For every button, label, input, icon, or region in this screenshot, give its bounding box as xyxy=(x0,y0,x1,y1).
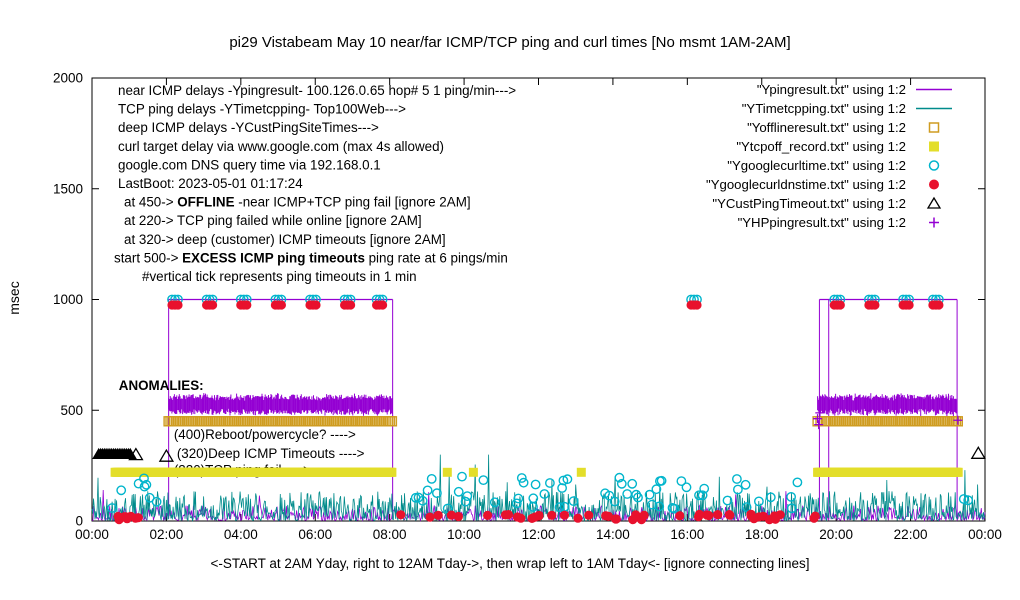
svg-text:"Ypingresult.txt" using 1:2: "Ypingresult.txt" using 1:2 xyxy=(757,82,906,97)
series-YHPpingresult.txt xyxy=(813,408,963,430)
svg-text:"Ygooglecurldnstime.txt" using: "Ygooglecurldnstime.txt" using 1:2 xyxy=(706,177,906,192)
svg-text:14:00: 14:00 xyxy=(596,527,630,542)
svg-text:"YCustPingTimeout.txt" using 1: "YCustPingTimeout.txt" using 1:2 xyxy=(712,196,906,211)
svg-text:deep ICMP delays -YCustPingSit: deep ICMP delays -YCustPingSiteTimes---> xyxy=(118,120,379,135)
svg-text:at 220-> TCP ping failed while: at 220-> TCP ping failed while online [i… xyxy=(124,213,422,228)
svg-text:1000: 1000 xyxy=(53,292,83,307)
svg-text:10:00: 10:00 xyxy=(447,527,481,542)
svg-text:LastBoot: 2023-05-01 01:17:24: LastBoot: 2023-05-01 01:17:24 xyxy=(118,176,303,191)
axes: 00:00 02:00 04:00 06:00 08:00 10:00 12:00 14:00… xyxy=(53,71,1002,543)
svg-text:(320)Deep ICMP Timeouts ---->: (320)Deep ICMP Timeouts ----> xyxy=(177,446,365,461)
svg-text:at 320-> deep (customer) ICMP: at 320-> deep (customer) ICMP timeouts [… xyxy=(124,232,446,247)
svg-text:TCP ping delays -YTimetcpping-: TCP ping delays -YTimetcpping- Top100Web… xyxy=(118,102,406,117)
anomaly-labels: ANOMALIES: (400)Reboot/powercycle? ----> (… xyxy=(119,378,365,478)
svg-text:08:00: 08:00 xyxy=(373,527,407,542)
svg-text:02:00: 02:00 xyxy=(150,527,184,542)
svg-text:near ICMP delays -Ypingresult-: near ICMP delays -Ypingresult- 100.126.0… xyxy=(118,83,516,98)
svg-text:12:00: 12:00 xyxy=(522,527,556,542)
series-YTimetcpping.txt xyxy=(91,454,986,523)
svg-text:"YTimetcpping.txt" using 1:2: "YTimetcpping.txt" using 1:2 xyxy=(742,101,906,116)
series-Ytcpoff_record.txt xyxy=(110,467,963,477)
svg-text:04:00: 04:00 xyxy=(224,527,258,542)
series-Ygooglecurltime.txt xyxy=(107,294,974,514)
svg-text:16:00: 16:00 xyxy=(670,527,704,542)
svg-text:google.com DNS query time via: google.com DNS query time via 192.168.0.… xyxy=(118,157,381,172)
svg-text:0: 0 xyxy=(75,514,83,529)
svg-text:"Ytcpoff_record.txt" using 1:2: "Ytcpoff_record.txt" using 1:2 xyxy=(736,139,906,154)
series-YCustPingTimeout.txt xyxy=(92,446,986,462)
annotation-block: near ICMP delays -Ypingresult- 100.126.0… xyxy=(114,83,516,284)
svg-text:00:00: 00:00 xyxy=(75,527,109,542)
legend: "Ypingresult.txt" using 1:2 "YTimetcpping… xyxy=(706,82,952,230)
svg-text:curl target delay via www.goog: curl target delay via www.google.com (ma… xyxy=(118,139,444,154)
svg-text:22:00: 22:00 xyxy=(894,527,928,542)
svg-text:"Ygooglecurltime.txt" using 1:: "Ygooglecurltime.txt" using 1:2 xyxy=(727,158,906,173)
svg-text:(400)Reboot/powercycle? ---->: (400)Reboot/powercycle? ----> xyxy=(174,427,356,442)
svg-text:"Yofflineresult.txt" using 1:2: "Yofflineresult.txt" using 1:2 xyxy=(747,120,906,135)
svg-text:"YHPpingresult.txt" using 1:2: "YHPpingresult.txt" using 1:2 xyxy=(738,215,906,230)
series-Yofflineresult.txt xyxy=(163,416,963,427)
svg-text:1500: 1500 xyxy=(53,181,83,196)
x-axis-label: <-START at 2AM Yday, right to 12AM Tday-… xyxy=(210,556,810,571)
svg-text:06:00: 06:00 xyxy=(298,527,332,542)
chart-title: pi29 Vistabeam May 10 near/far ICMP/TCP … xyxy=(229,34,791,51)
svg-text:00:00: 00:00 xyxy=(968,527,1002,542)
svg-text:at 450-> OFFLINE -near ICMP+: at 450-> OFFLINE -near ICMP+TCP ping fai… xyxy=(124,195,471,210)
series-Ygooglecurldnstime.txt xyxy=(113,300,944,525)
svg-text:ANOMALIES:: ANOMALIES: xyxy=(119,378,204,393)
svg-text:18:00: 18:00 xyxy=(745,527,779,542)
svg-text:#vertical tick represents ping: #vertical tick represents ping timeouts … xyxy=(142,269,417,284)
svg-text:2000: 2000 xyxy=(53,71,83,86)
svg-text:20:00: 20:00 xyxy=(819,527,853,542)
svg-text:start 500-> EXCESS ICMP ping: start 500-> EXCESS ICMP ping timeouts pi… xyxy=(114,250,508,265)
svg-text:500: 500 xyxy=(60,403,83,418)
